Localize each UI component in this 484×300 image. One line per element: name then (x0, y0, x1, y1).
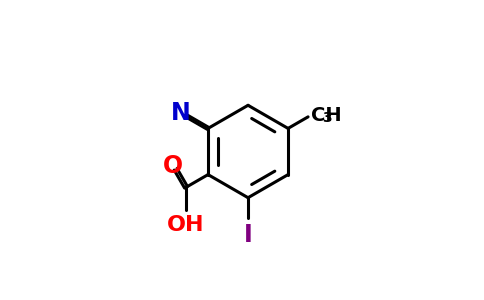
Text: O: O (163, 154, 183, 178)
Text: CH: CH (311, 106, 342, 125)
Text: I: I (243, 223, 253, 247)
Text: 3: 3 (322, 112, 332, 125)
Text: OH: OH (167, 214, 205, 235)
Text: N: N (171, 100, 191, 124)
